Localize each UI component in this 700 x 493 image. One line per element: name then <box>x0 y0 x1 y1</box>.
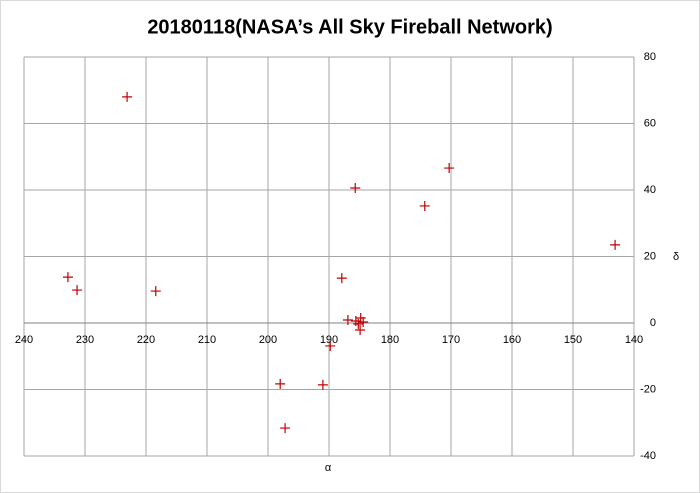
y-tick-label: 40 <box>644 184 656 196</box>
y-axis-label: δ <box>673 251 679 263</box>
marker <box>325 340 336 351</box>
marker <box>444 163 455 174</box>
y-tick-label: 80 <box>644 51 656 63</box>
marker <box>342 315 353 326</box>
y-tick-label: -40 <box>640 450 656 462</box>
y-tick-label: 60 <box>644 117 656 129</box>
x-tick-label: 220 <box>137 334 155 346</box>
x-tick-label: 230 <box>76 334 94 346</box>
marker <box>72 285 83 296</box>
x-tick-label: 160 <box>503 334 521 346</box>
marker <box>336 273 347 284</box>
x-tick-label: 190 <box>320 334 338 346</box>
x-tick-label: 200 <box>259 334 277 346</box>
y-tick-label: -20 <box>640 383 656 395</box>
x-tick-label: 170 <box>442 334 460 346</box>
marker <box>275 378 286 389</box>
marker <box>350 183 361 194</box>
marker <box>358 317 369 328</box>
y-tick-label: 0 <box>650 317 656 329</box>
marker <box>317 379 328 390</box>
marker <box>355 313 366 324</box>
x-tick-label: 210 <box>198 334 216 346</box>
x-tick-label: 140 <box>625 334 643 346</box>
marker <box>353 318 364 329</box>
marker <box>150 286 161 297</box>
marker <box>62 272 73 283</box>
x-tick-label: 180 <box>381 334 399 346</box>
y-tick-label: 20 <box>644 250 656 262</box>
x-tick-label: 240 <box>15 334 33 346</box>
marker <box>122 91 133 102</box>
chart-title: 20180118(NASA’s All Sky Fireball Network… <box>147 16 552 38</box>
marker <box>610 239 621 250</box>
x-axis-label: α <box>325 462 332 474</box>
marker <box>355 324 366 335</box>
marker <box>419 200 430 211</box>
marker <box>280 423 291 434</box>
x-tick-label: 150 <box>564 334 582 346</box>
